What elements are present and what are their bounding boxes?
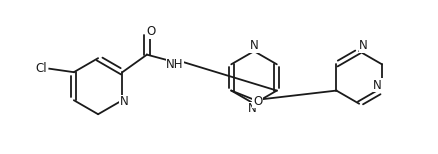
Text: N: N (248, 102, 257, 116)
Text: N: N (359, 39, 368, 52)
Text: N: N (373, 79, 382, 92)
Text: O: O (147, 25, 156, 38)
Text: NH: NH (166, 58, 184, 71)
Text: O: O (253, 95, 262, 108)
Text: N: N (120, 95, 128, 108)
Text: N: N (250, 39, 258, 52)
Text: Cl: Cl (35, 62, 47, 75)
